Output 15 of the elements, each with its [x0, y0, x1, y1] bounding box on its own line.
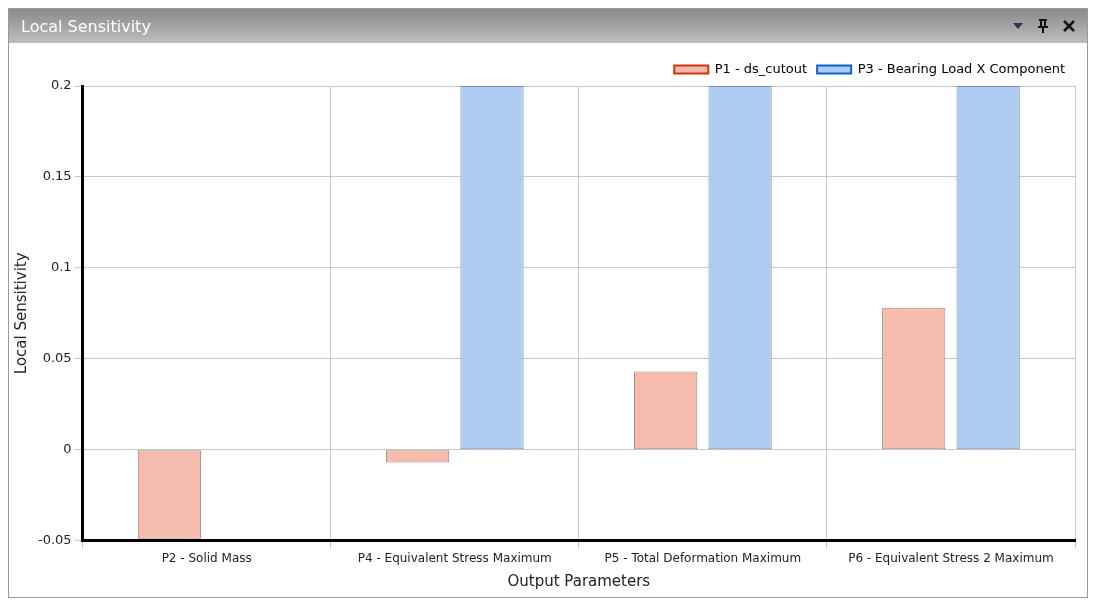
y-tick-label: 0.1 [50, 259, 72, 275]
x-tick-label: P6 - Equivalent Stress 2 Maximum [848, 550, 1054, 565]
x-tick-label: P2 - Solid Mass [161, 550, 252, 565]
x-axis-title: Output Parameters [507, 571, 651, 590]
y-axis-title: Local Sensitivity [11, 252, 30, 375]
y-tick-label: 0.05 [42, 350, 72, 366]
x-tick-label: P4 - Equivalent Stress Maximum [357, 550, 552, 565]
y-tick-label: -0.05 [38, 531, 72, 547]
legend-label: P3 - Bearing Load X Component [857, 60, 1065, 76]
y-tick-label: 0.15 [42, 168, 72, 184]
x-tick-label: P5 - Total Deformation Maximum [604, 550, 802, 565]
y-tick-label: 0.2 [50, 77, 72, 93]
y-tick-label: 0 [63, 441, 72, 457]
legend-label: P1 - ds_cutout [714, 60, 808, 76]
chart-title: Local Sensitivity [21, 16, 151, 36]
